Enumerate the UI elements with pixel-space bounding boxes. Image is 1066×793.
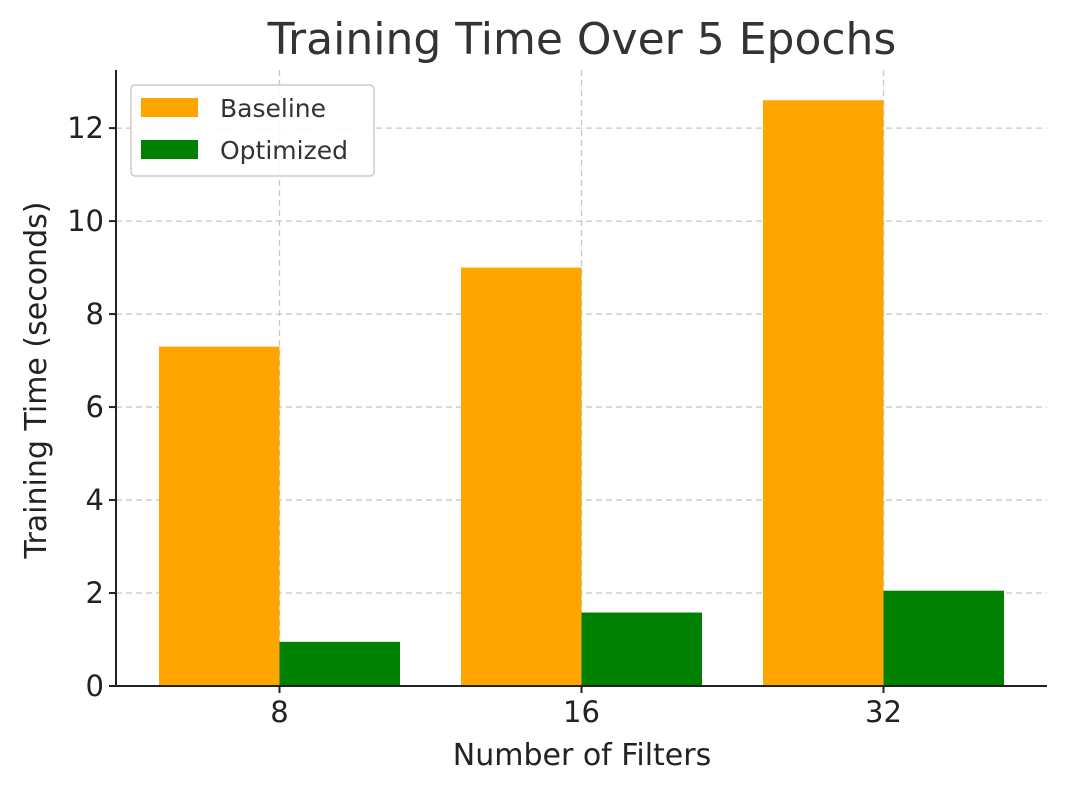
y-tick-label: 2 xyxy=(86,576,104,610)
y-tick-label: 10 xyxy=(67,204,104,238)
legend-label-baseline: Baseline xyxy=(220,94,326,123)
bar-optimized-32 xyxy=(883,590,1004,686)
bar-baseline-8 xyxy=(159,346,280,686)
bars-group xyxy=(159,100,1004,686)
bar-baseline-32 xyxy=(763,100,884,686)
bar-baseline-16 xyxy=(461,267,582,686)
bar-optimized-8 xyxy=(279,641,400,686)
legend: Baseline Optimized xyxy=(130,84,375,177)
y-tick-label: 4 xyxy=(86,483,104,517)
axes-group xyxy=(109,70,1047,693)
y-tick-label: 0 xyxy=(86,669,104,703)
y-axis-label: Training Time (seconds) xyxy=(19,202,54,560)
x-axis-label: Number of Filters xyxy=(453,738,711,773)
bar-optimized-16 xyxy=(581,612,702,686)
x-tick-label: 16 xyxy=(563,695,600,729)
legend-swatch-baseline xyxy=(141,98,198,117)
x-tick-label: 8 xyxy=(270,695,288,729)
y-tick-labels: 0 2 4 6 8 10 12 xyxy=(67,111,104,703)
chart-title: Training Time Over 5 Epochs xyxy=(267,14,897,65)
legend-label-optimized: Optimized xyxy=(220,136,348,165)
y-tick-label: 6 xyxy=(86,390,104,424)
x-tick-labels: 8 16 32 xyxy=(270,695,902,729)
legend-swatch-optimized xyxy=(141,140,198,159)
x-tick-label: 32 xyxy=(865,695,902,729)
y-tick-label: 12 xyxy=(67,111,104,145)
y-tick-label: 8 xyxy=(86,297,104,331)
